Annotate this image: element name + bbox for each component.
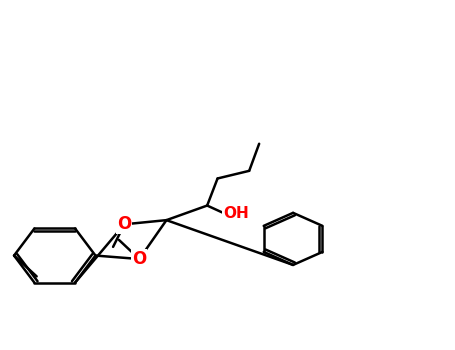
Text: O: O [132, 250, 147, 268]
Text: O: O [117, 215, 131, 233]
Text: OH: OH [223, 206, 248, 221]
